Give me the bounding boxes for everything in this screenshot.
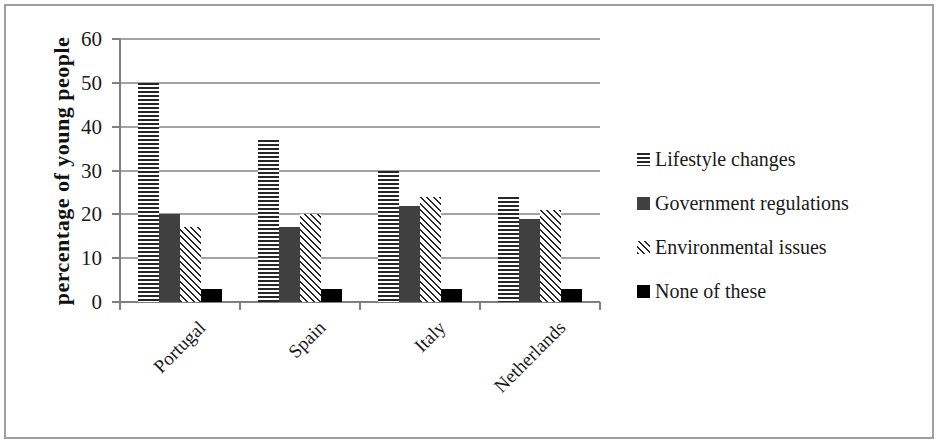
- gridline-60: [120, 38, 600, 40]
- bar-environmental-issues-portugal: [180, 227, 201, 302]
- legend-item-government-regulations: Government regulations: [637, 187, 849, 219]
- diagonal-stripes-swatch-icon: [637, 241, 650, 254]
- gridline-30: [120, 170, 600, 172]
- x-axis-tick-1: [239, 302, 241, 310]
- y-tick-label-60: 60: [30, 27, 102, 51]
- x-axis-tick-4: [599, 302, 601, 310]
- bar-none-of-these-portugal: [201, 289, 222, 302]
- y-tick-label-20: 20: [30, 202, 102, 226]
- y-tick-label-50: 50: [30, 71, 102, 95]
- bar-none-of-these-italy: [441, 289, 462, 302]
- bar-government-regulations-spain: [279, 227, 300, 302]
- bar-government-regulations-portugal: [159, 214, 180, 302]
- y-axis-line: [119, 39, 121, 302]
- legend-label: Environmental issues: [655, 236, 827, 259]
- bar-lifestyle-changes-italy: [378, 171, 399, 303]
- bar-environmental-issues-italy: [420, 197, 441, 302]
- y-tick-label-0: 0: [30, 290, 102, 314]
- x-axis-tick-0: [119, 302, 121, 310]
- y-tick-label-30: 30: [30, 159, 102, 183]
- horizontal-stripes-swatch-icon: [637, 153, 650, 166]
- bar-none-of-these-netherlands: [561, 289, 582, 302]
- chart-image: percentage of young people Lifestyle cha…: [0, 0, 940, 445]
- y-tick-label-40: 40: [30, 115, 102, 139]
- bar-environmental-issues-netherlands: [540, 210, 561, 302]
- legend-label: None of these: [655, 280, 766, 303]
- bar-lifestyle-changes-spain: [258, 140, 279, 302]
- legend-item-none-of-these: None of these: [637, 275, 849, 307]
- x-axis-tick-3: [479, 302, 481, 310]
- bar-government-regulations-netherlands: [519, 219, 540, 302]
- legend-label: Lifestyle changes: [655, 148, 796, 171]
- bar-lifestyle-changes-portugal: [138, 83, 159, 302]
- legend-item-lifestyle-changes: Lifestyle changes: [637, 143, 849, 175]
- gridline-40: [120, 126, 600, 128]
- bar-none-of-these-spain: [321, 289, 342, 302]
- bar-government-regulations-italy: [399, 206, 420, 302]
- legend: Lifestyle changes Government regulations E…: [637, 143, 849, 319]
- solid-dark-gray-swatch-icon: [637, 197, 650, 210]
- solid-black-swatch-icon: [637, 285, 650, 298]
- legend-item-environmental-issues: Environmental issues: [637, 231, 849, 263]
- legend-label: Government regulations: [655, 192, 849, 215]
- x-axis-tick-2: [359, 302, 361, 310]
- y-tick-label-10: 10: [30, 246, 102, 270]
- bar-lifestyle-changes-netherlands: [498, 197, 519, 302]
- gridline-20: [120, 213, 600, 215]
- bar-environmental-issues-spain: [300, 214, 321, 302]
- gridline-50: [120, 82, 600, 84]
